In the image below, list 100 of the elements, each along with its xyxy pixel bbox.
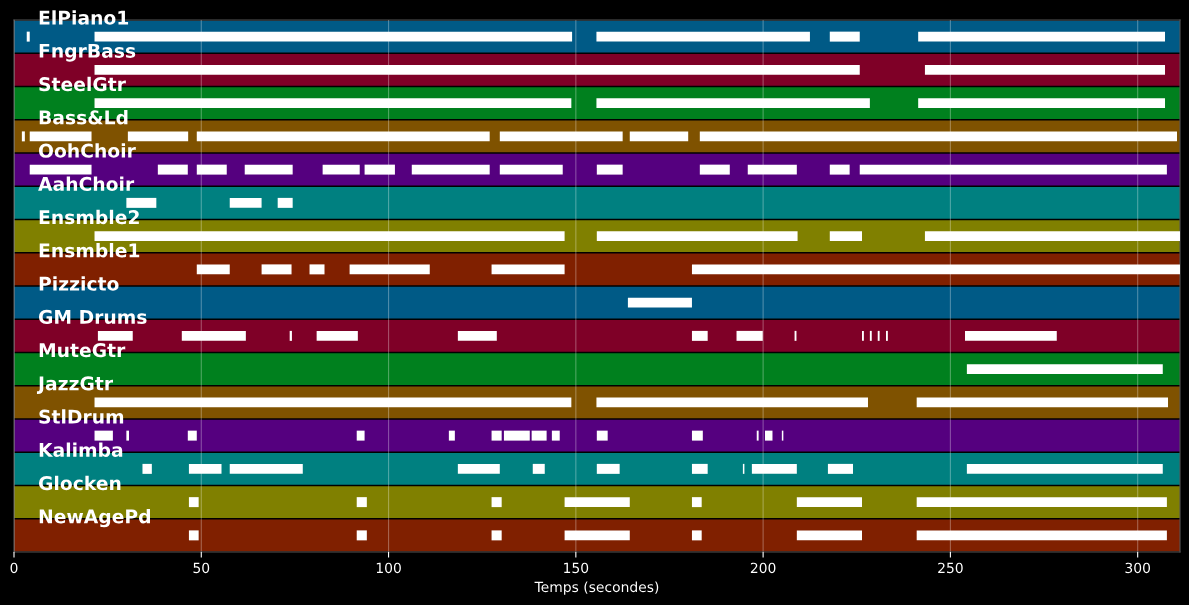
bar — [596, 231, 798, 242]
bar — [918, 98, 1166, 109]
bar — [261, 264, 292, 275]
bar — [356, 430, 365, 441]
x-tick-label: 50 — [193, 562, 210, 574]
bar — [503, 430, 530, 441]
bar — [187, 430, 197, 441]
bar — [196, 131, 490, 142]
bar — [21, 131, 25, 142]
bar — [188, 530, 199, 541]
bar — [916, 397, 1169, 408]
bar — [966, 463, 1163, 474]
bar — [491, 430, 502, 441]
bar — [564, 530, 630, 541]
bar — [691, 497, 702, 508]
bar — [277, 197, 293, 208]
bar — [181, 330, 246, 341]
bar — [551, 430, 560, 441]
bar — [491, 497, 502, 508]
bar — [491, 264, 565, 275]
y-tick-label: MuteGtr — [39, 343, 126, 358]
bar — [859, 164, 1167, 175]
bar — [499, 164, 563, 175]
bar — [751, 463, 797, 474]
bar — [691, 330, 708, 341]
bar — [349, 264, 430, 275]
bar — [126, 430, 129, 441]
bar — [531, 430, 547, 441]
bar — [127, 131, 189, 142]
y-tick-label: NewAgePd — [39, 508, 150, 528]
y-tick-label: StlDrum — [39, 409, 124, 424]
x-tick-label: 250 — [938, 562, 963, 574]
bar — [691, 530, 702, 541]
bar — [918, 31, 1166, 42]
bar — [364, 164, 395, 175]
bar — [764, 430, 773, 441]
bar — [629, 131, 689, 142]
y-tick-label: ElPiano1 — [39, 10, 129, 25]
bar — [924, 64, 1166, 75]
bar — [829, 231, 862, 242]
bar — [699, 164, 730, 175]
bar — [94, 64, 860, 75]
bar — [966, 364, 1163, 375]
bar — [829, 164, 850, 175]
bar — [29, 131, 92, 142]
bar — [229, 197, 262, 208]
y-tick-label: OohChoir — [38, 143, 136, 158]
bar — [229, 463, 303, 474]
x-tick-label: 0 — [10, 562, 18, 574]
bar — [699, 131, 1177, 142]
bar — [29, 164, 92, 175]
bar — [94, 397, 572, 408]
bar — [411, 164, 490, 175]
bar — [126, 197, 157, 208]
bar — [157, 164, 188, 175]
bar — [244, 164, 293, 175]
bar — [94, 231, 565, 242]
bar — [457, 463, 500, 474]
bar — [916, 530, 1167, 541]
bar — [965, 330, 1057, 341]
x-tick-label: 100 — [376, 562, 401, 574]
bar — [736, 330, 763, 341]
bar — [499, 131, 623, 142]
bar — [356, 497, 367, 508]
y-tick-label: Bass&Ld — [39, 110, 128, 125]
bar — [188, 463, 222, 474]
bar — [796, 530, 862, 541]
bar — [356, 530, 367, 541]
bar — [26, 31, 30, 42]
bar — [796, 497, 862, 508]
bar — [196, 164, 227, 175]
bar — [829, 31, 860, 42]
bar — [747, 164, 797, 175]
bar — [627, 297, 692, 308]
bar — [188, 497, 199, 508]
bar — [596, 463, 620, 474]
bar — [596, 397, 868, 408]
y-tick-label: FngrBass — [39, 43, 136, 62]
bar — [448, 430, 455, 441]
bar — [596, 164, 623, 175]
bar — [309, 264, 325, 275]
bar — [457, 330, 497, 341]
bar — [916, 497, 1167, 508]
y-tick-label: Glocken — [38, 475, 121, 491]
bar — [691, 463, 708, 474]
bar — [322, 164, 360, 175]
bar — [596, 31, 810, 42]
y-tick-label: AahChoir — [38, 176, 135, 192]
bar — [196, 264, 230, 275]
y-tick-label: Ensmble1 — [39, 243, 140, 258]
y-tick-label: JazzGtr — [36, 376, 114, 395]
x-axis-title: Temps (secondes) — [534, 581, 659, 595]
bar — [827, 463, 854, 474]
x-tick-label: 200 — [750, 562, 776, 574]
bar — [94, 98, 572, 109]
bar — [596, 430, 608, 441]
bar — [924, 231, 1180, 242]
bar — [94, 430, 113, 441]
bar — [691, 264, 1180, 275]
y-tick-label: Kalimba — [39, 442, 123, 458]
